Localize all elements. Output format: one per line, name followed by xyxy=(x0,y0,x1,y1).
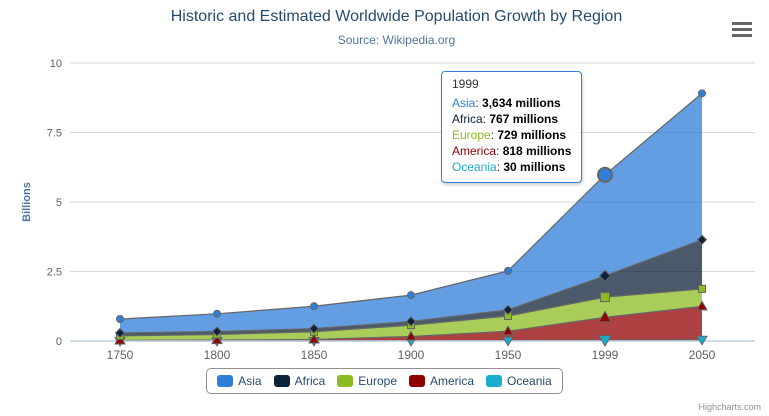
point-america-1950[interactable] xyxy=(502,325,514,336)
legend-swatch-icon xyxy=(409,375,425,387)
point-asia-1850[interactable] xyxy=(310,302,318,311)
legend-item-america[interactable]: America xyxy=(409,374,474,388)
legend-swatch-icon xyxy=(273,375,290,387)
legend-item-asia[interactable]: Asia xyxy=(217,374,262,388)
point-asia-1999[interactable] xyxy=(597,166,613,183)
tooltip-series-value: 767 millions xyxy=(489,112,559,126)
legend-item-europe[interactable]: Europe xyxy=(337,374,397,388)
tooltip-row-america: America: 818 millions xyxy=(452,144,572,158)
tooltip-header: 1999 xyxy=(452,77,479,91)
legend-swatch-icon xyxy=(337,375,354,387)
legend-item-oceania[interactable]: Oceania xyxy=(486,374,552,388)
y-axis-label: 5 xyxy=(56,197,62,209)
export-menu-button[interactable] xyxy=(732,22,752,37)
point-africa-1850[interactable] xyxy=(308,323,320,334)
point-america-1850[interactable] xyxy=(308,333,320,344)
chart-subtitle: Source: Wikipedia.org xyxy=(337,33,456,47)
point-oceania-1999[interactable] xyxy=(598,335,612,348)
highcharts-credits-link[interactable]: Highcharts.com xyxy=(698,402,761,412)
area-africa[interactable] xyxy=(120,239,702,336)
point-africa-1750[interactable] xyxy=(114,327,126,339)
point-asia-1800[interactable] xyxy=(213,309,221,318)
x-axis-label: 1950 xyxy=(495,348,522,362)
point-oceania-2050[interactable] xyxy=(696,335,708,346)
point-america-1900[interactable] xyxy=(405,330,417,341)
tooltip-series-value: 818 millions xyxy=(502,144,572,158)
tooltip-series-name: Africa xyxy=(452,112,483,126)
hamburger-icon xyxy=(732,28,752,31)
point-africa-2050[interactable] xyxy=(696,234,708,245)
tooltip-series-name: Oceania xyxy=(452,160,497,174)
legend-item-africa[interactable]: Africa xyxy=(273,374,326,388)
tooltip-series-name: America xyxy=(452,144,497,158)
tooltip-row-oceania: Oceania: 30 millions xyxy=(452,160,566,174)
hamburger-icon xyxy=(732,22,752,25)
tooltip-row-africa: Africa: 767 millions xyxy=(452,112,559,126)
x-axis-label: 1850 xyxy=(301,348,328,362)
point-oceania-1950[interactable] xyxy=(502,336,514,347)
point-africa-1800[interactable] xyxy=(211,326,223,337)
y-axis-label: 7.5 xyxy=(47,128,62,140)
legend-label: Africa xyxy=(294,374,326,388)
y-axis-label: 10 xyxy=(50,58,62,70)
x-axis-label: 1999 xyxy=(592,348,619,362)
x-axis-label: 1750 xyxy=(107,348,134,362)
point-europe-1999[interactable] xyxy=(600,292,610,303)
point-america-2050[interactable] xyxy=(696,300,708,311)
tooltip: 1999 Asia: 3,634 millions Africa: 767 mil… xyxy=(441,71,583,183)
tooltip-series-value: 30 millions xyxy=(503,160,566,174)
chart-title: Historic and Estimated Worldwide Populat… xyxy=(170,8,623,25)
tooltip-series-value: 729 millions xyxy=(497,128,567,142)
legend-label: Europe xyxy=(358,374,397,388)
legend-label: Asia xyxy=(238,374,262,388)
tooltip-series-name: Europe xyxy=(452,128,491,142)
tooltip-series-name: Asia xyxy=(452,96,476,110)
area-america[interactable] xyxy=(120,306,702,341)
point-america-1999[interactable] xyxy=(598,310,612,323)
legend-swatch-icon xyxy=(217,375,234,387)
y-axis-label: 0 xyxy=(56,336,62,348)
point-america-1800[interactable] xyxy=(211,334,223,345)
y-axis-label: 2.5 xyxy=(47,267,62,279)
point-africa-1900[interactable] xyxy=(405,316,417,327)
tooltip-series-value: 3,634 millions xyxy=(482,96,561,110)
y-axis-title: Billions xyxy=(21,182,33,222)
point-asia-1950[interactable] xyxy=(504,266,512,275)
x-axis-label: 1900 xyxy=(398,348,425,362)
legend-label: Oceania xyxy=(507,374,552,388)
tooltip-row-europe: Europe: 729 millions xyxy=(452,128,567,142)
point-asia-2050[interactable] xyxy=(698,89,706,98)
point-asia-1900[interactable] xyxy=(407,291,415,300)
hamburger-icon xyxy=(732,34,752,37)
legend-label: America xyxy=(430,374,475,388)
legend: Asia Africa Europe America Oceania xyxy=(206,368,563,394)
x-axis-label: 2050 xyxy=(689,348,716,362)
point-africa-1950[interactable] xyxy=(502,304,514,316)
point-asia-1750[interactable] xyxy=(116,315,124,324)
tooltip-row-asia: Asia: 3,634 millions xyxy=(452,96,561,110)
legend-swatch-icon xyxy=(486,375,503,387)
tooltip-rows: Asia: 3,634 millions Africa: 767 millions… xyxy=(452,95,571,175)
point-africa-1999[interactable] xyxy=(598,269,612,283)
area-asia[interactable] xyxy=(120,93,702,333)
x-axis-label: 1800 xyxy=(204,348,231,362)
point-europe-2050[interactable] xyxy=(698,284,706,293)
